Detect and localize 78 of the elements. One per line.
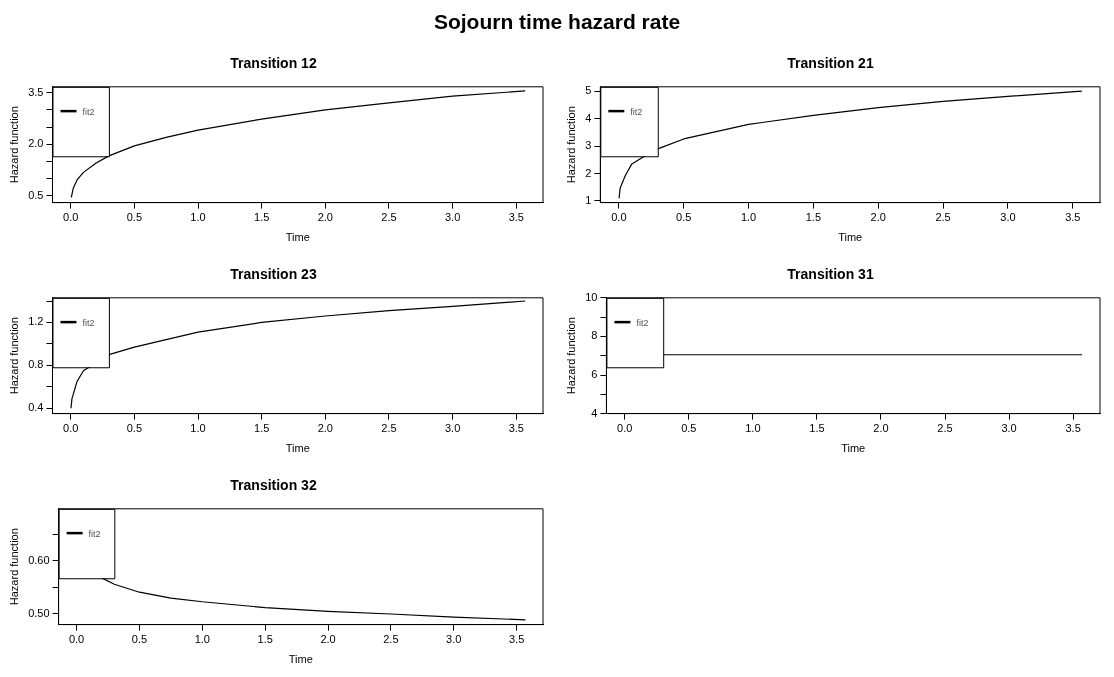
y-tick-label: 2 — [585, 166, 592, 179]
x-axis-title: Time — [838, 231, 863, 244]
legend-label: fit2 — [636, 317, 649, 328]
x-tick-label: 3.5 — [508, 422, 524, 435]
legend-label: fit2 — [630, 106, 643, 117]
y-tick-label: 0.8 — [28, 358, 44, 371]
chart-title: Transition 21 — [787, 55, 874, 72]
y-axis-title: Hazard function — [7, 317, 20, 395]
x-tick-label: 2.0 — [317, 211, 333, 224]
x-tick-label: 1.5 — [254, 211, 270, 224]
y-tick-label: 0.50 — [28, 607, 50, 620]
x-tick-label: 2.5 — [383, 633, 399, 646]
x-tick-label: 2.5 — [381, 211, 397, 224]
x-tick-label: 0.5 — [681, 422, 697, 435]
x-tick-label: 0.0 — [611, 211, 627, 224]
y-axis-title: Hazard function — [564, 106, 577, 184]
y-tick-label: 0.60 — [28, 553, 50, 566]
x-tick-label: 0.5 — [126, 211, 142, 224]
x-tick-label: 0.0 — [63, 211, 79, 224]
x-tick-label: 1.0 — [194, 633, 210, 646]
legend-label: fit2 — [82, 317, 95, 328]
x-axis-title: Time — [288, 653, 313, 666]
y-tick-label: 10 — [585, 290, 598, 303]
chart-title: Transition 31 — [787, 266, 874, 283]
x-tick-label: 1.5 — [257, 633, 273, 646]
x-tick-label: 3.5 — [1065, 422, 1081, 435]
y-axis-title: Hazard function — [564, 317, 577, 395]
x-tick-label: 2.0 — [873, 422, 889, 435]
x-tick-label: 2.5 — [935, 211, 951, 224]
x-tick-label: 1.5 — [254, 422, 270, 435]
y-tick-label: 5 — [585, 84, 592, 97]
x-tick-label: 0.5 — [126, 422, 142, 435]
x-tick-label: 0.5 — [676, 211, 692, 224]
x-tick-label: 3.5 — [508, 211, 524, 224]
chart-title: Transition 23 — [230, 266, 317, 283]
y-tick-label: 0.5 — [28, 188, 44, 201]
x-tick-label: 2.5 — [381, 422, 397, 435]
text: Sojourn time hazard rate — [433, 10, 681, 34]
x-tick-label: 0.5 — [131, 633, 148, 646]
x-axis-title: Time — [285, 231, 310, 244]
x-tick-label: 1.5 — [805, 211, 822, 224]
x-tick-label: 3.5 — [1065, 211, 1081, 224]
chart-title: Transition 32 — [230, 477, 317, 494]
y-tick-label: 4 — [585, 111, 592, 124]
x-tick-label: 1.0 — [190, 211, 206, 224]
y-tick-label: 2.0 — [28, 137, 44, 150]
x-tick-label: 3.0 — [444, 211, 461, 224]
y-tick-label: 1 — [585, 193, 592, 206]
chart-title: Transition 12 — [230, 55, 317, 72]
x-tick-label: 1.0 — [190, 422, 206, 435]
y-tick-label: 3 — [585, 139, 592, 152]
legend-label: fit2 — [88, 528, 101, 539]
x-tick-label: 2.5 — [937, 422, 953, 435]
x-tick-label: 3.0 — [444, 422, 461, 435]
x-tick-label: 2.0 — [317, 422, 333, 435]
x-tick-label: 3.5 — [508, 633, 525, 646]
y-tick-label: 0.4 — [28, 401, 44, 414]
x-axis-title: Time — [841, 442, 866, 455]
x-tick-label: 2.0 — [870, 211, 886, 224]
y-tick-label: 8 — [591, 329, 598, 342]
x-tick-label: 3.0 — [446, 633, 462, 646]
legend-label: fit2 — [82, 106, 95, 117]
y-tick-label: 3.5 — [28, 85, 44, 98]
x-tick-label: 0.0 — [63, 422, 79, 435]
x-tick-label: 3.0 — [1001, 422, 1017, 435]
y-axis-title: Hazard function — [7, 528, 20, 606]
x-tick-label: 1.0 — [740, 211, 757, 224]
x-tick-label: 1.5 — [809, 422, 825, 435]
y-tick-label: 1.2 — [28, 315, 44, 328]
x-axis-title: Time — [285, 442, 310, 455]
x-tick-label: 1.0 — [745, 422, 761, 435]
y-axis-title: Hazard function — [7, 106, 20, 184]
x-tick-label: 0.0 — [68, 633, 85, 646]
y-tick-label: 4 — [591, 406, 598, 419]
y-tick-label: 6 — [591, 368, 598, 381]
x-tick-label: 0.0 — [617, 422, 633, 435]
x-tick-label: 2.0 — [320, 633, 336, 646]
x-tick-label: 3.0 — [1000, 211, 1016, 224]
